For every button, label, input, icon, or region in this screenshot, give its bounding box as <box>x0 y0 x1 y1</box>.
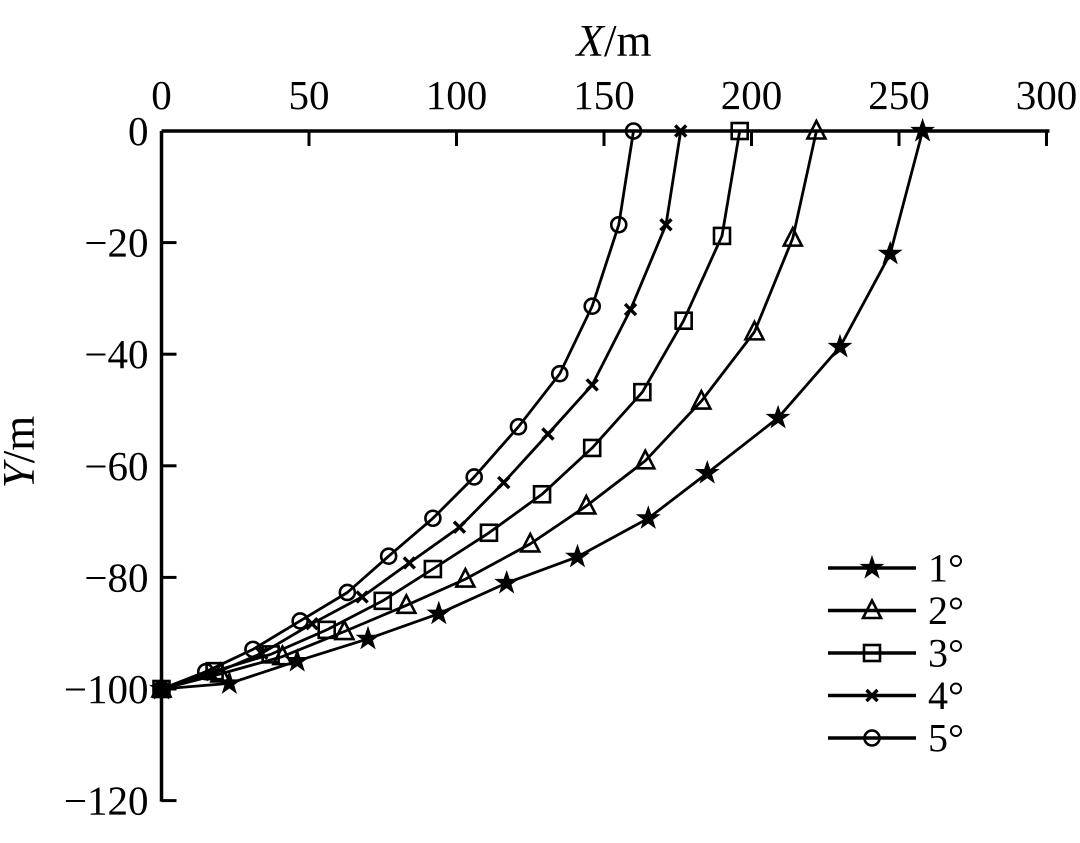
x-tick-label: 50 <box>289 72 330 118</box>
triangle-marker <box>333 618 356 641</box>
star-marker <box>827 333 853 358</box>
star-marker <box>859 554 885 579</box>
series-line <box>160 130 635 691</box>
y-tick-label: −80 <box>84 554 148 600</box>
square-marker <box>712 226 732 246</box>
triangle-marker <box>743 319 766 341</box>
y-tick-label: −100 <box>64 666 149 712</box>
circle-marker <box>863 729 881 747</box>
star-marker <box>635 505 661 529</box>
y-tick-label: −40 <box>84 331 148 377</box>
legend-entry: 1° <box>828 546 964 591</box>
square-marker <box>423 559 443 579</box>
star-marker <box>494 569 520 594</box>
series-line <box>161 130 742 691</box>
star-marker <box>877 240 903 265</box>
y-tick-label: −120 <box>64 778 149 824</box>
legend-entry: 2° <box>828 588 964 633</box>
circle-marker <box>509 417 528 436</box>
legend-entry: 5° <box>828 716 964 761</box>
square-marker <box>373 591 393 611</box>
legend-entry: 4° <box>828 673 964 718</box>
star-marker <box>910 117 935 142</box>
circle-marker <box>609 215 628 234</box>
triangle-marker <box>781 225 804 247</box>
axes: 0 50 100 150 200 250 300 0 −20 −40 −60 −80 −100 −120 X… <box>0 16 1077 824</box>
legend-label: 2° <box>928 588 964 633</box>
x-axis-title: X/m <box>574 16 651 66</box>
legend-label: 5° <box>928 716 964 761</box>
square-marker <box>317 620 337 640</box>
legend-entry: 3° <box>828 631 964 676</box>
x-marker <box>496 475 511 490</box>
triangle-marker <box>634 447 657 470</box>
x-marker <box>585 378 599 392</box>
star-marker <box>355 625 381 650</box>
series-2deg <box>150 118 828 698</box>
series-1deg <box>149 117 935 700</box>
circle-marker <box>244 640 262 659</box>
series-line <box>161 130 818 691</box>
x-marker <box>659 218 673 232</box>
circle-marker <box>152 680 171 698</box>
x-tick-label: 150 <box>573 72 635 118</box>
x-marker <box>255 646 269 660</box>
circle-marker <box>379 547 398 565</box>
circle-marker <box>550 364 569 383</box>
y-tick-label: 0 <box>128 108 149 154</box>
x-marker <box>452 520 467 534</box>
circle-marker <box>196 662 215 681</box>
x-marker <box>673 124 688 138</box>
triangle-marker <box>395 592 418 615</box>
y-tick-label: −20 <box>84 220 148 266</box>
x-marker <box>355 590 369 604</box>
series-line <box>161 130 683 691</box>
x-tick-label: 300 <box>1016 72 1078 118</box>
legend-label: 3° <box>928 631 964 676</box>
legend-label: 1° <box>928 546 964 591</box>
triangle-marker <box>690 388 713 410</box>
y-axis-title: Y/m <box>0 416 44 489</box>
x-tick-label: 250 <box>868 72 930 118</box>
x-marker <box>623 302 638 317</box>
square-marker <box>633 382 652 402</box>
square-marker <box>674 311 693 331</box>
triangle-marker <box>519 531 542 553</box>
circle-marker <box>291 612 309 630</box>
x-tick-label: 200 <box>721 72 783 118</box>
square-marker <box>730 121 750 141</box>
square-marker <box>862 643 882 663</box>
star-marker <box>564 543 590 568</box>
series-5deg <box>152 122 643 698</box>
circle-marker <box>424 509 442 528</box>
x-tick-label: 0 <box>151 72 172 118</box>
triangle-marker <box>454 566 477 588</box>
circle-marker <box>624 122 643 140</box>
x-tick-label: 100 <box>426 72 488 118</box>
star-marker <box>426 600 452 625</box>
series-4deg <box>154 124 688 696</box>
star-marker <box>694 460 720 484</box>
triangle-marker <box>575 493 598 515</box>
star-marker <box>765 404 791 429</box>
x-marker <box>865 688 879 703</box>
circle-marker <box>465 468 484 486</box>
triangle-marker <box>805 118 828 140</box>
triangle-marker <box>860 597 884 620</box>
legend-label: 4° <box>928 673 964 718</box>
square-marker <box>479 523 499 543</box>
series-line <box>161 130 924 691</box>
series-3deg <box>152 121 750 699</box>
square-marker <box>582 438 602 458</box>
x-marker <box>402 556 417 570</box>
y-tick-label: −60 <box>84 443 148 489</box>
legend: 1°2°3°4°5° <box>828 546 964 761</box>
x-marker <box>541 427 555 441</box>
circle-marker <box>338 583 357 602</box>
square-marker <box>532 484 552 504</box>
circle-marker <box>583 297 602 316</box>
